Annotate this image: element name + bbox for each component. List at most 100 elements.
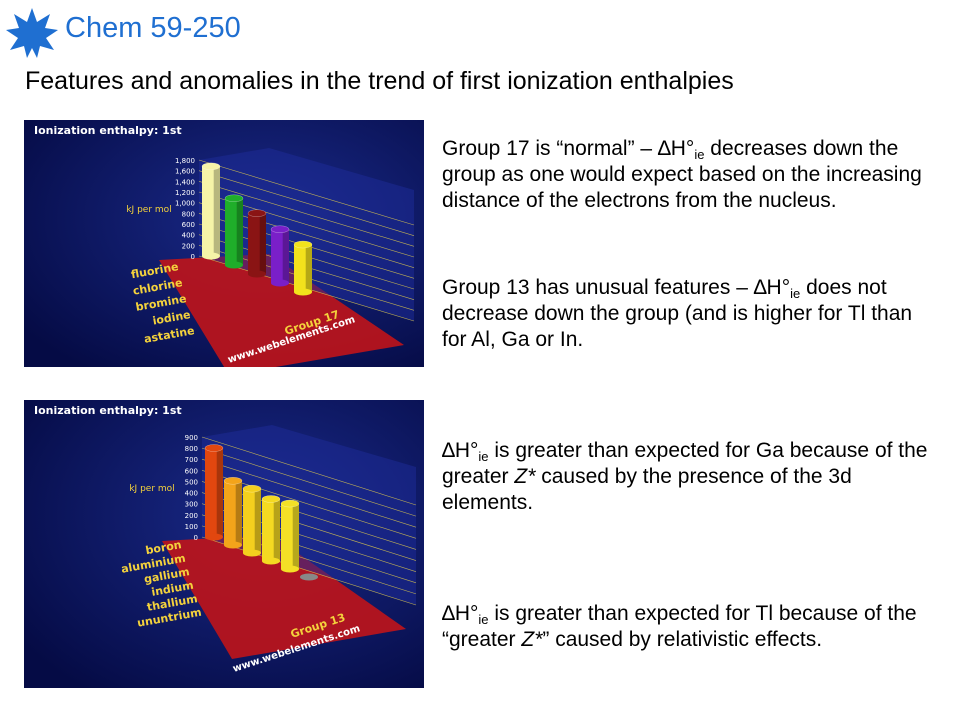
subscript: ie [478, 612, 489, 627]
bar [224, 194, 244, 269]
bar [280, 499, 300, 573]
grid-line [198, 181, 415, 247]
paragraph: ∆H°ie is greater than expected for Ga be… [442, 438, 942, 516]
bar-body [202, 166, 220, 256]
bar [247, 209, 267, 278]
bar-body [262, 499, 280, 561]
y-axis-label: kJ per mol [126, 205, 171, 215]
y-tick-label: 800 [182, 210, 195, 218]
subscript: ie [790, 286, 801, 301]
bar-shade [213, 166, 220, 256]
y-tick-label: 600 [185, 467, 198, 475]
chart-title: Ionization enthalpy: 1st [34, 124, 182, 137]
bar-top [201, 162, 221, 171]
y-tick-label: 200 [182, 242, 195, 250]
bar-shade [305, 244, 312, 292]
bar-bottom [243, 549, 261, 557]
bar-bottom [248, 270, 266, 278]
floor [159, 254, 404, 367]
bar-bottom [205, 533, 223, 541]
grid-line [198, 170, 415, 236]
chart-image: Ionization enthalpy: 1st 0 100 200 300 400 500… [24, 400, 424, 688]
bar-bottom [271, 279, 289, 287]
bar-body [224, 480, 242, 545]
bar-bottom [294, 288, 312, 296]
bar-shade [292, 503, 299, 569]
y-tick-label: 400 [185, 490, 198, 498]
grid-line [198, 159, 415, 226]
bar-top [280, 499, 300, 508]
text-run: is greater than expected for Tl because … [442, 602, 917, 651]
bar [242, 484, 262, 557]
bar-top [270, 225, 290, 233]
slide-subtitle: Features and anomalies in the trend of f… [25, 67, 734, 95]
grid-line [201, 536, 417, 606]
text-run: ” caused by relativistic effects. [542, 628, 823, 651]
bar-shade [282, 229, 289, 283]
bar-bottom [224, 541, 242, 549]
bar [293, 240, 313, 296]
bar-bottom [225, 261, 243, 269]
y-axis-label: kJ per mol [129, 484, 174, 494]
y-tick-label: 800 [185, 445, 198, 453]
back-wall [202, 425, 416, 605]
paragraph: ∆H°ie is greater than expected for Tl be… [442, 601, 942, 653]
chart-image: Ionization enthalpy: 1st 0 200 400 600 800 1,0… [24, 120, 424, 367]
text-run: ∆H° [442, 602, 479, 625]
bar-top [247, 209, 267, 217]
bar [204, 444, 224, 541]
bar-body [205, 448, 223, 537]
logo-leaf [6, 8, 58, 58]
bar-body [225, 198, 243, 265]
y-tick-label: 700 [185, 456, 198, 464]
y-tick-label: 1,400 [175, 178, 195, 186]
bar-body [294, 244, 312, 292]
bar-top [242, 484, 262, 493]
chart-title: Ionization enthalpy: 1st [34, 404, 182, 417]
bar-shade [236, 198, 243, 265]
bar [201, 162, 221, 260]
bar-body [248, 213, 266, 274]
bar-shade [216, 448, 223, 537]
bar [261, 495, 281, 565]
bar-body [271, 229, 289, 283]
paragraph: Group 17 is “normal” – ∆H°ie decreases d… [442, 136, 942, 214]
y-tick-label: 600 [182, 221, 195, 229]
y-tick-label: 200 [185, 512, 198, 520]
bar-body [243, 488, 261, 553]
y-tick-label: 1,600 [175, 168, 195, 176]
subscript: ie [478, 449, 489, 464]
floor [162, 535, 406, 659]
grid-line [201, 447, 417, 517]
text-run: caused by the presence of the 3d element… [442, 465, 852, 514]
empty-base [300, 573, 318, 581]
bar-top [261, 495, 281, 503]
bar-body [281, 503, 299, 569]
bar-bottom [281, 565, 299, 573]
bar-top [224, 194, 244, 202]
text-run: ∆H° [442, 439, 479, 462]
y-tick-label: 1,200 [175, 189, 195, 197]
y-tick-label: 1,800 [175, 157, 195, 165]
bar-bottom [262, 557, 280, 565]
y-tick-label: 500 [185, 478, 198, 486]
logo [6, 8, 58, 58]
bar-shade [254, 488, 261, 553]
bar [223, 477, 243, 549]
category-label: boron [145, 538, 183, 557]
y-tick-label: 100 [185, 523, 198, 531]
slide-title: Chem 59-250 [65, 12, 241, 44]
italic-text: Z* [514, 465, 536, 488]
y-tick-label: 0 [191, 253, 195, 261]
text-run: does not decrease down the group (and is… [442, 276, 913, 351]
bar [270, 225, 290, 287]
paragraph: Group 13 has unusual features – ∆H°ie do… [442, 275, 942, 353]
bar-top [293, 240, 313, 249]
bar-shade [273, 499, 280, 561]
text-run: is greater than expected for Ga because … [442, 439, 928, 488]
y-tick-label: 400 [182, 232, 195, 240]
bar-shade [259, 213, 266, 274]
y-tick-label: 0 [194, 534, 198, 542]
bar-top [223, 477, 243, 485]
